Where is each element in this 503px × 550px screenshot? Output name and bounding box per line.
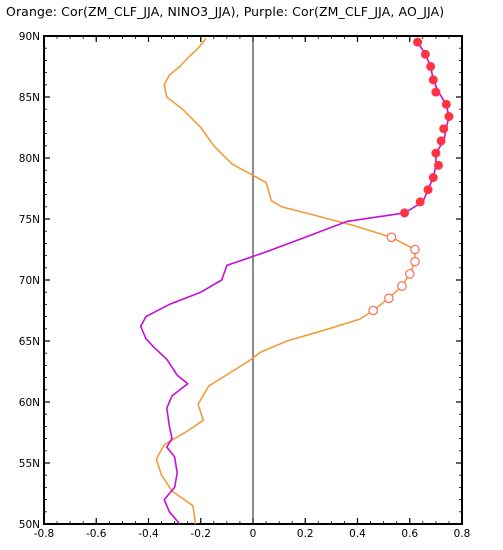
x-tick-label: 0.8 xyxy=(454,528,471,540)
y-tick-label: 85N xyxy=(19,92,40,104)
filled-marker xyxy=(433,160,443,170)
y-tick-label: 60N xyxy=(19,397,40,409)
y-tick-label: 80N xyxy=(19,153,40,165)
filled-marker xyxy=(431,148,441,158)
y-tick-label: 75N xyxy=(19,214,40,226)
y-tick-label: 70N xyxy=(19,275,40,287)
chart-title: Orange: Cor(ZM_CLF_JJA, NINO3_JJA), Purp… xyxy=(6,4,445,19)
filled-marker xyxy=(431,87,441,97)
y-tick-label: 55N xyxy=(19,458,40,470)
x-tick-label: 0.6 xyxy=(401,528,418,540)
filled-marker xyxy=(423,185,433,195)
y-tick-label: 65N xyxy=(19,336,40,348)
filled-marker xyxy=(413,37,423,47)
open-marker xyxy=(410,256,420,267)
filled-marker xyxy=(415,197,425,207)
filled-marker xyxy=(428,173,438,183)
open-marker xyxy=(368,305,378,316)
x-tick-label: 0.4 xyxy=(349,528,366,540)
open-marker xyxy=(384,293,394,304)
open-marker xyxy=(386,232,397,243)
x-tick-label: -0.4 xyxy=(138,528,159,540)
orange-series-line xyxy=(155,37,416,525)
open-marker xyxy=(410,244,420,255)
y-tick-label: 50N xyxy=(19,519,40,531)
filled-marker xyxy=(428,75,438,85)
x-tick-label: -0.2 xyxy=(191,528,212,540)
x-tick-label: 0.2 xyxy=(297,528,314,540)
open-marker xyxy=(404,269,415,279)
filled-marker xyxy=(444,112,454,122)
filled-marker xyxy=(439,124,449,134)
filled-marker xyxy=(420,49,430,59)
x-tick-label: 0 xyxy=(250,528,257,540)
filled-marker xyxy=(441,99,451,109)
open-marker xyxy=(397,281,407,291)
purple-series-line xyxy=(139,41,450,525)
filled-marker xyxy=(436,136,446,146)
x-tick-label: -0.8 xyxy=(34,528,55,540)
plot-area: -0.8 -0.6 -0.4 -0.2 0 0.2 0.4 0.6 0.8 50N 55N 60N 65… xyxy=(19,31,471,540)
x-tick-label: -0.6 xyxy=(86,528,107,540)
filled-marker xyxy=(400,208,410,218)
y-tick-label: 90N xyxy=(19,31,40,43)
filled-marker xyxy=(426,61,436,71)
